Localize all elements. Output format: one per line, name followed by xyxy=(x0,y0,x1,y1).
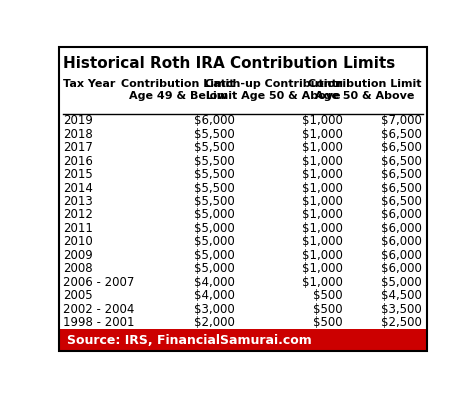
Text: $7,000: $7,000 xyxy=(381,114,422,127)
Text: $1,000: $1,000 xyxy=(302,208,343,221)
Text: $2,500: $2,500 xyxy=(381,316,422,329)
Text: $6,000: $6,000 xyxy=(381,208,422,221)
Text: 2018: 2018 xyxy=(63,128,93,141)
Text: $5,500: $5,500 xyxy=(194,195,235,208)
Text: $5,000: $5,000 xyxy=(194,262,235,275)
Text: $6,000: $6,000 xyxy=(381,236,422,249)
Text: 2014: 2014 xyxy=(63,182,93,195)
Text: $1,000: $1,000 xyxy=(302,154,343,167)
Text: Contribution Limit
Age 49 & Below: Contribution Limit Age 49 & Below xyxy=(121,79,235,101)
Text: $6,000: $6,000 xyxy=(381,222,422,235)
Text: $5,000: $5,000 xyxy=(381,276,422,289)
Text: $5,000: $5,000 xyxy=(194,222,235,235)
Text: 2008: 2008 xyxy=(63,262,92,275)
Text: $1,000: $1,000 xyxy=(302,222,343,235)
Text: $500: $500 xyxy=(313,303,343,316)
Text: $1,000: $1,000 xyxy=(302,128,343,141)
Bar xyxy=(59,329,427,351)
Text: $3,500: $3,500 xyxy=(381,303,422,316)
Text: $1,000: $1,000 xyxy=(302,114,343,127)
Text: $5,000: $5,000 xyxy=(194,208,235,221)
Text: Tax Year: Tax Year xyxy=(63,79,115,89)
Text: 2005: 2005 xyxy=(63,289,92,302)
Text: Source: IRS, FinancialSamurai.com: Source: IRS, FinancialSamurai.com xyxy=(66,334,311,347)
Text: $5,000: $5,000 xyxy=(194,236,235,249)
Text: $1,000: $1,000 xyxy=(302,249,343,262)
Text: $1,000: $1,000 xyxy=(302,195,343,208)
Text: $2,000: $2,000 xyxy=(194,316,235,329)
Text: 2019: 2019 xyxy=(63,114,93,127)
Text: $5,500: $5,500 xyxy=(194,154,235,167)
Text: $500: $500 xyxy=(313,289,343,302)
Text: $500: $500 xyxy=(313,316,343,329)
Text: $6,500: $6,500 xyxy=(381,168,422,181)
Text: $4,000: $4,000 xyxy=(194,276,235,289)
Text: 2017: 2017 xyxy=(63,141,93,154)
Text: $1,000: $1,000 xyxy=(302,262,343,275)
Text: $1,000: $1,000 xyxy=(302,141,343,154)
Text: 2010: 2010 xyxy=(63,236,93,249)
Text: $6,000: $6,000 xyxy=(194,114,235,127)
Text: $6,500: $6,500 xyxy=(381,141,422,154)
Text: 2012: 2012 xyxy=(63,208,93,221)
Text: 2011: 2011 xyxy=(63,222,93,235)
Text: $5,500: $5,500 xyxy=(194,128,235,141)
Text: $1,000: $1,000 xyxy=(302,276,343,289)
Text: 2016: 2016 xyxy=(63,154,93,167)
Text: 1998 - 2001: 1998 - 2001 xyxy=(63,316,135,329)
Text: 2009: 2009 xyxy=(63,249,93,262)
Text: $5,500: $5,500 xyxy=(194,168,235,181)
Text: 2002 - 2004: 2002 - 2004 xyxy=(63,303,134,316)
Text: 2015: 2015 xyxy=(63,168,93,181)
Text: $1,000: $1,000 xyxy=(302,182,343,195)
Text: $6,500: $6,500 xyxy=(381,195,422,208)
Text: $1,000: $1,000 xyxy=(302,236,343,249)
Text: Catch-up Contribution
Limit Age 50 & Above: Catch-up Contribution Limit Age 50 & Abo… xyxy=(205,79,343,101)
Text: $1,000: $1,000 xyxy=(302,168,343,181)
Text: 2006 - 2007: 2006 - 2007 xyxy=(63,276,134,289)
Text: $4,500: $4,500 xyxy=(381,289,422,302)
Text: $3,000: $3,000 xyxy=(194,303,235,316)
Text: $6,000: $6,000 xyxy=(381,262,422,275)
Text: $6,000: $6,000 xyxy=(381,249,422,262)
Text: $5,500: $5,500 xyxy=(194,141,235,154)
Text: $6,500: $6,500 xyxy=(381,154,422,167)
Text: $6,500: $6,500 xyxy=(381,128,422,141)
Text: $5,000: $5,000 xyxy=(194,249,235,262)
Text: Historical Roth IRA Contribution Limits: Historical Roth IRA Contribution Limits xyxy=(63,56,395,71)
Text: $6,500: $6,500 xyxy=(381,182,422,195)
Text: $5,500: $5,500 xyxy=(194,182,235,195)
Text: 2013: 2013 xyxy=(63,195,93,208)
Text: $4,000: $4,000 xyxy=(194,289,235,302)
Text: Contribution Limit
Age 50 & Above: Contribution Limit Age 50 & Above xyxy=(308,79,422,101)
